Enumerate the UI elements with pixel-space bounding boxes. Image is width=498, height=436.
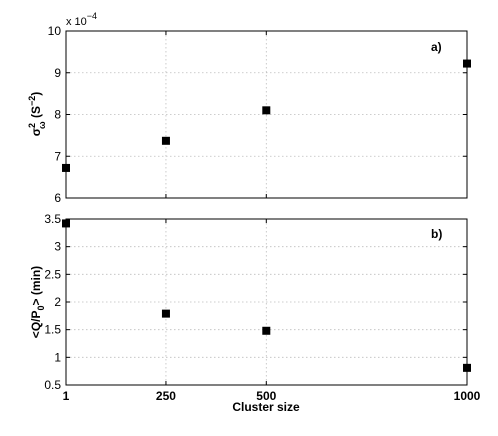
x-tick-label: 1 xyxy=(63,389,70,403)
y-tick-label: 2 xyxy=(54,295,61,309)
y-axis-label-a: σ2ω (S−2) xyxy=(27,92,47,136)
x-ticks-b: 1 250 500 1000 xyxy=(63,219,481,403)
y-exponent-power: −4 xyxy=(87,11,97,21)
y-tick-label: 8 xyxy=(54,108,61,122)
y-ticks-a: 6 7 8 9 10 xyxy=(48,24,467,205)
y-tick-label: 3 xyxy=(54,240,61,254)
panel-b: 0.511.522.533.5 1 250 500 1000 b) <Q/P0> (m… xyxy=(29,212,481,414)
y-tick-label: 10 xyxy=(48,24,62,38)
y-exponent-label: x 10−4 xyxy=(66,11,97,28)
y-tick-label: 0.5 xyxy=(44,378,61,392)
data-point xyxy=(262,326,271,335)
panel-label-b: b) xyxy=(431,227,442,241)
y-tick-label: 9 xyxy=(54,66,61,80)
data-point xyxy=(262,106,271,115)
x-tick-label: 1000 xyxy=(454,389,481,403)
panel-label-a: a) xyxy=(431,40,442,54)
data-point xyxy=(161,136,170,145)
y-tick-label: 2.5 xyxy=(44,267,61,281)
x-tick-label: 500 xyxy=(256,389,276,403)
panel-a: 6 7 8 9 10 a) x 10−4 σ2ω (S−2) xyxy=(27,11,471,205)
grid-a xyxy=(66,31,467,198)
svg-text:x 10−4: x 10−4 xyxy=(66,11,97,28)
y-tick-label: 7 xyxy=(54,149,61,163)
y-tick-label: 6 xyxy=(54,191,61,205)
x-axis-label: Cluster size xyxy=(232,400,300,414)
data-point xyxy=(161,309,170,318)
y-tick-label: 1 xyxy=(54,350,61,364)
y-tick-label: 1.5 xyxy=(44,323,61,337)
y-exponent-base: x 10 xyxy=(66,16,87,28)
x-ticks-a xyxy=(65,31,468,198)
y-tick-label: 3.5 xyxy=(44,212,61,226)
y-axis-label-b: <Q/P0> (min) xyxy=(29,266,46,338)
y-ticks-b: 0.5 1 1.5 2 2.5 3 3.5 xyxy=(44,212,467,392)
x-tick-label: 250 xyxy=(156,389,176,403)
